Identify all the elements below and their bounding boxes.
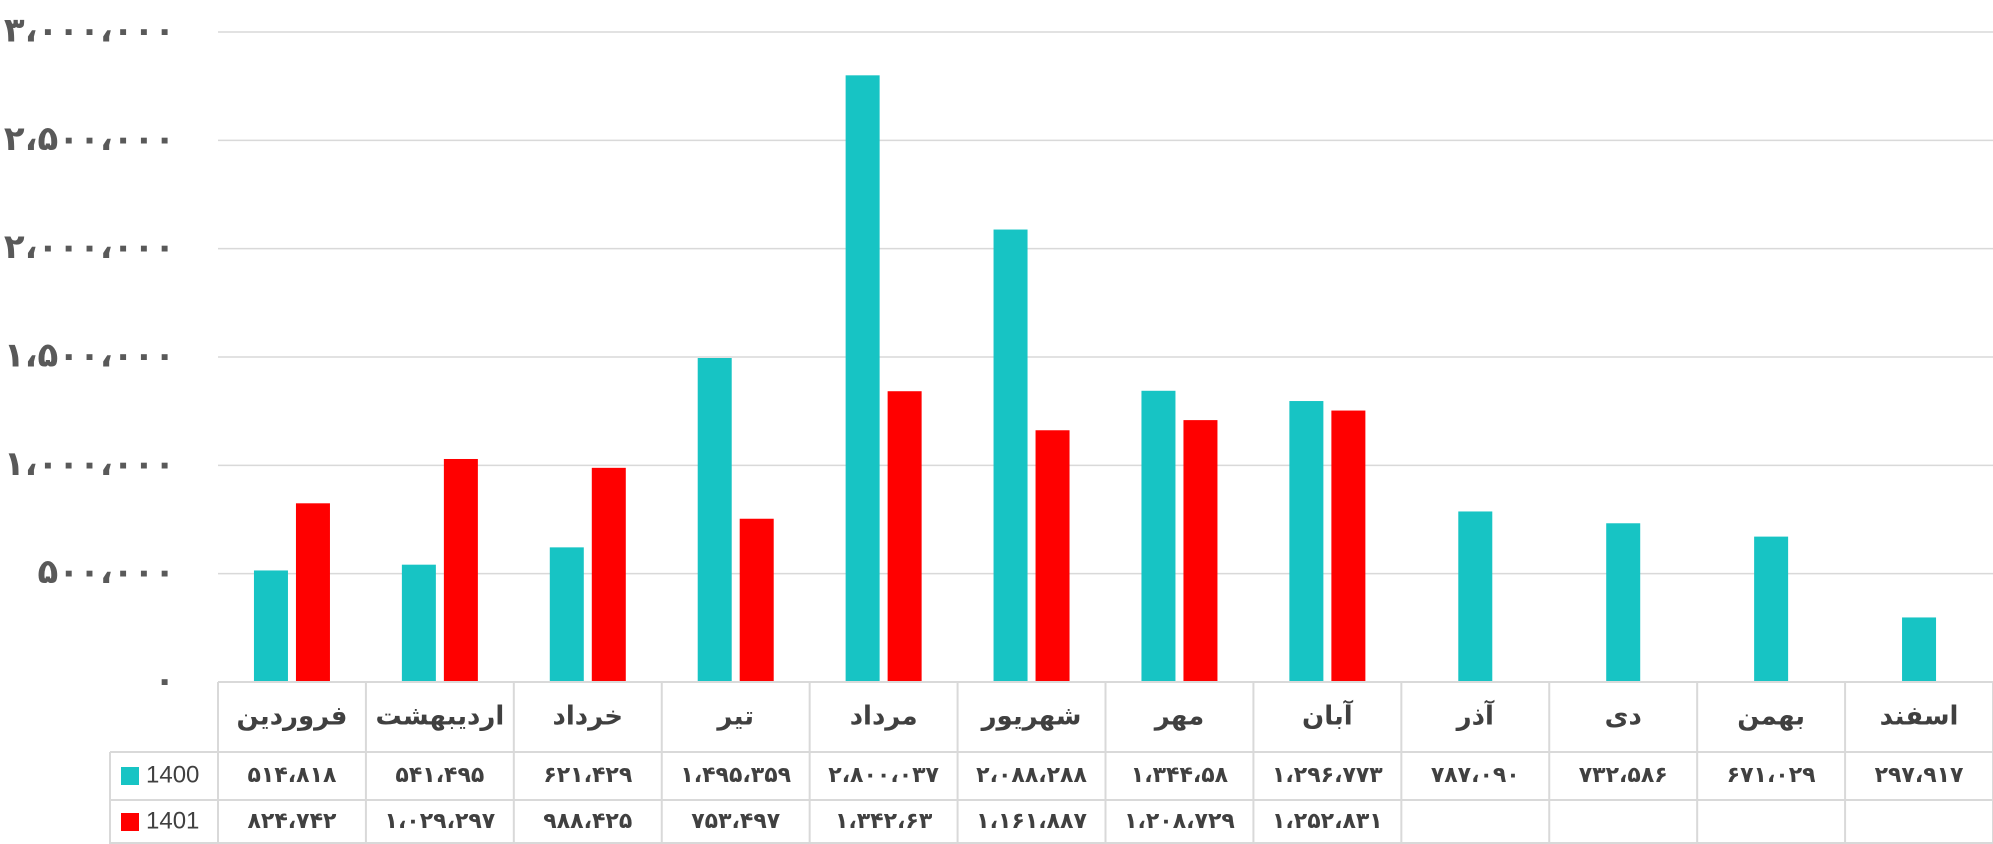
bar-1400-11 [1754,536,1789,682]
legend-swatch-1400 [121,767,139,785]
category-label: اردیبهشت [376,702,505,732]
y-tick-label: ٣،٠٠٠،٠٠٠ [4,11,175,51]
data-label-1400: ۶٧١،٠٢٩ [1727,763,1816,788]
category-label: تیر [715,702,754,732]
data-label-1401: ٧۵٣،۴٩٧ [691,809,781,834]
y-tick-label: ٢،۵٠٠،٠٠٠ [4,119,175,159]
bar-1400-2 [401,564,436,682]
legend-label-1400: 1400 [146,761,199,788]
data-label-1400: ٢،٠٨٨،٢٨٨ [976,763,1087,788]
category-label: آبان [1302,700,1354,732]
data-label-1401: ١،٢٠٨،٧٢٩ [1124,809,1235,834]
bar-1400-4 [697,358,732,682]
data-label-1401: ١،٠٢٩،٢٩٧ [385,809,496,834]
bar-1400-7 [1141,390,1176,682]
legend-label-1401: 1401 [146,807,199,834]
data-label-1400: ٢٩٧،٩١٧ [1875,763,1964,788]
bar-1400-8 [1289,401,1324,682]
category-label: شهریور [980,702,1082,732]
category-label: خرداد [553,702,624,732]
data-label-1400: ١،۴٩۵،٣۵٩ [680,763,791,788]
data-label-1400: ۵۴١،۴٩۵ [395,763,484,788]
data-label-1401: ١،١۶١،٨٨٧ [976,809,1087,834]
y-tick-label: ٠ [154,661,175,701]
bar-1401-8 [1331,410,1366,682]
data-label-1400: ۵١۴،٨١٨ [247,763,337,788]
y-tick-label: ١،٠٠٠،٠٠٠ [4,444,175,484]
bar-1401-1 [295,503,330,682]
legend-swatch-1401 [121,813,139,831]
data-label-1400: ٧٨٧،٠٩٠ [1431,763,1520,788]
data-label-1401: ٨٢۴،٧۴٢ [247,809,337,834]
bar-1400-5 [845,75,880,682]
data-label-1400: ١،٣۴۴،۵٨ [1131,763,1229,788]
y-tick-label: ١،۵٠٠،٠٠٠ [4,336,175,376]
category-label: آذر [1455,700,1495,732]
bar-1401-7 [1183,420,1218,682]
category-label: مرداد [850,702,918,732]
category-label: بهمن [1737,702,1805,732]
data-label-1400: ۶٢١،۴٢٩ [543,763,632,788]
category-label: دی [1605,702,1642,732]
data-label-1401: ٩٨٨،۴٢۵ [543,809,632,834]
bar-1401-2 [443,458,478,682]
bar-1400-12 [1902,617,1937,682]
category-label: مهر [1153,702,1204,732]
category-label: اسفند [1880,702,1959,732]
bar-1400-10 [1606,523,1641,682]
y-tick-label: ٢،٠٠٠،٠٠٠ [4,227,175,267]
bar-1400-6 [993,229,1028,682]
data-label-1401: ١،٣۴٢،۶٣ [835,809,933,834]
bar-1400-3 [549,547,584,682]
data-label-1400: ١،٢٩۶،٧٧٣ [1272,763,1383,788]
bar-1401-6 [1035,430,1070,682]
data-label-1400: ٢،٨٠٠،٠٣٧ [828,763,939,788]
bar-1400-1 [253,570,288,682]
bar-1401-5 [887,391,922,682]
y-tick-label: ۵٠٠،٠٠٠ [38,552,175,592]
category-label: فروردین [237,702,348,732]
data-label-1400: ٧٣٢،۵٨۶ [1579,763,1668,788]
bar-1400-9 [1458,511,1493,682]
bar-1401-3 [591,467,626,682]
data-label-1401: ١،٢۵٢،٨٣١ [1272,809,1383,834]
bar-1401-4 [739,518,774,682]
